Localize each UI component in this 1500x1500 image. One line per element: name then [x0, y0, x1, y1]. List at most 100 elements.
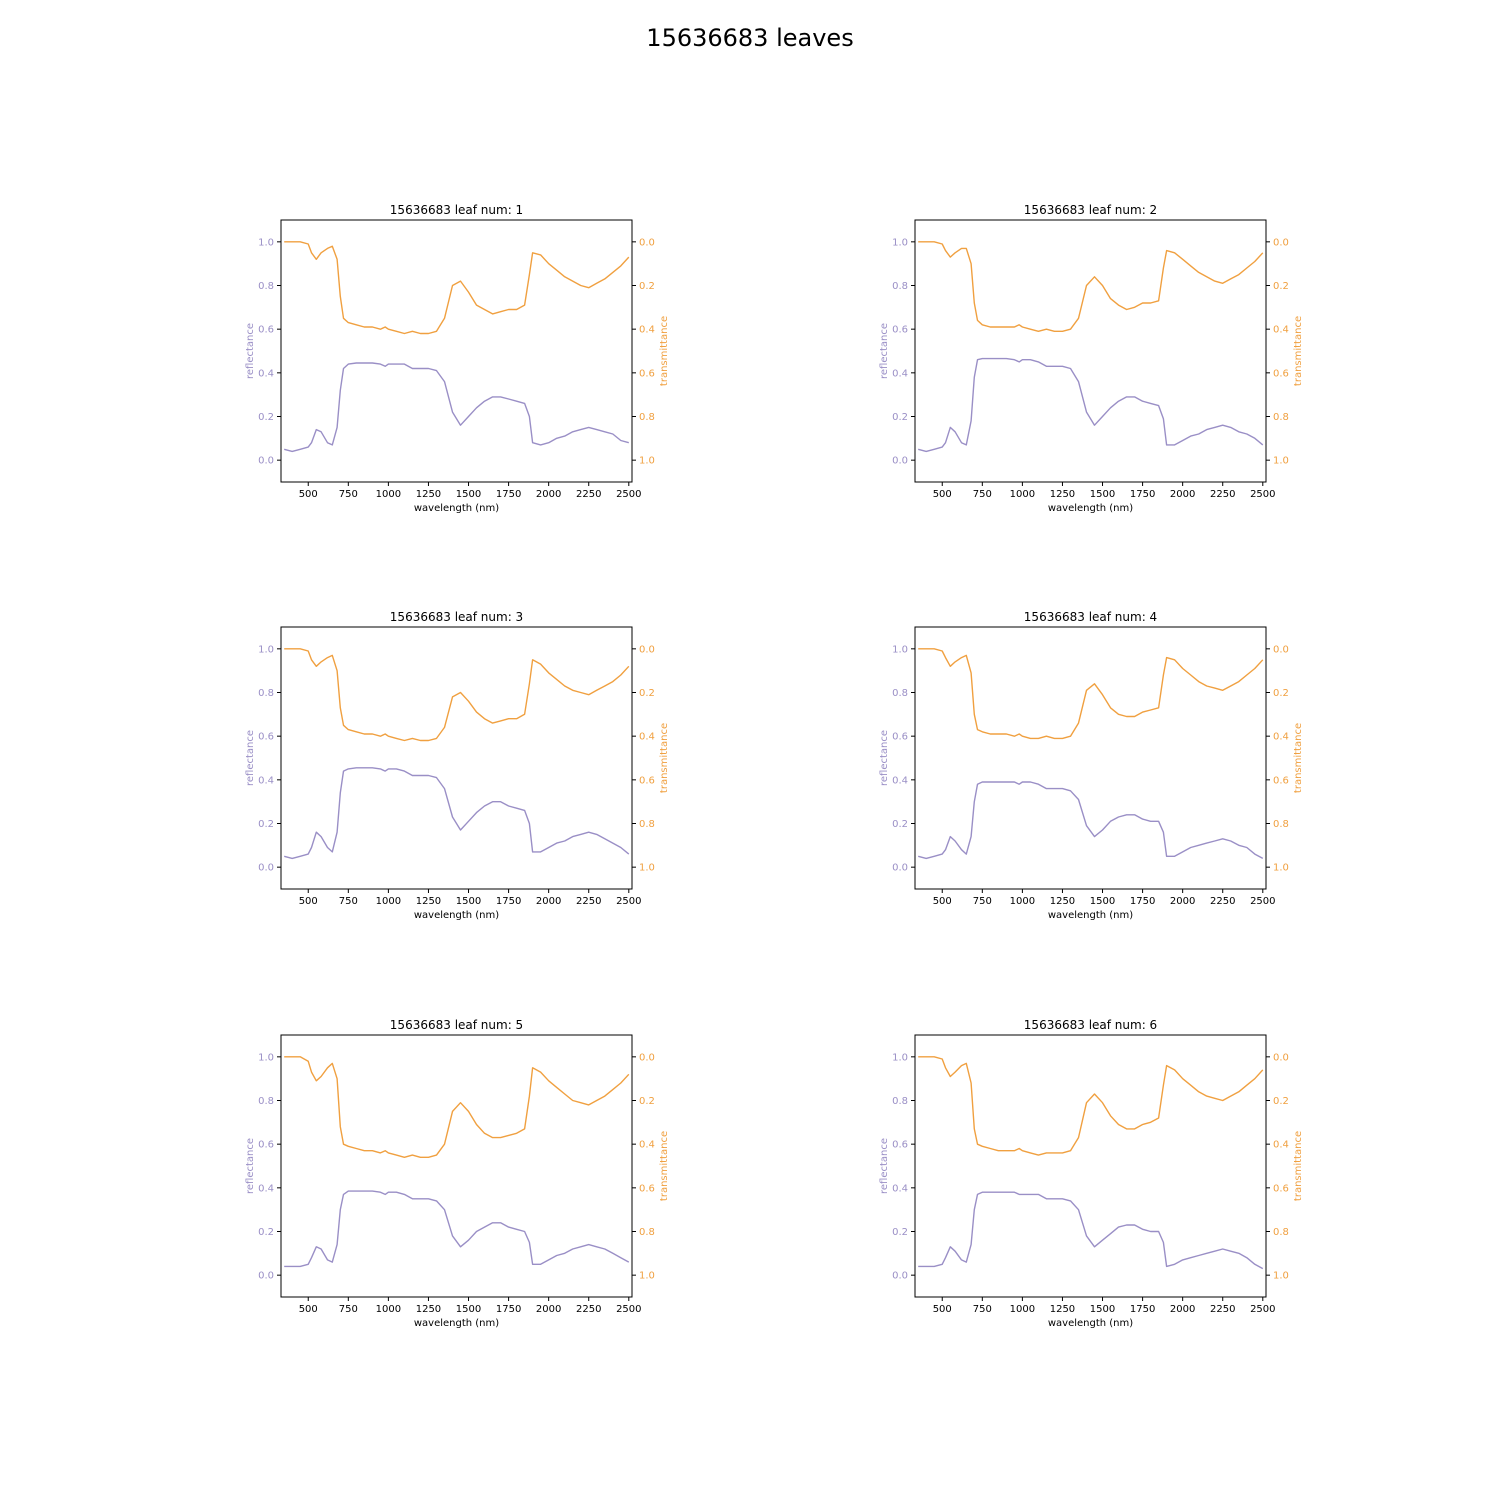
y-tick-label: 0.4	[258, 775, 274, 786]
plot-frame	[280, 626, 633, 890]
x-tick-label: 2000	[536, 489, 561, 500]
y-tick-label: 0.8	[892, 688, 908, 699]
y-tick-label: 0.8	[892, 1096, 908, 1107]
x-tick-label: 2000	[1170, 896, 1195, 907]
x-tick-label: 750	[973, 896, 992, 907]
y2-tick-label: 0.4	[639, 325, 655, 336]
x-tick-label: 2500	[616, 1304, 641, 1315]
x-tick-label: 1250	[416, 489, 441, 500]
x-tick-label: 2000	[536, 1304, 561, 1315]
figure-title: 15636683 leaves	[646, 24, 854, 52]
y-tick-label: 0.2	[892, 819, 908, 830]
x-tick-label: 2000	[536, 896, 561, 907]
y-tick-label: 0.6	[258, 1140, 274, 1151]
y2-axis-label: transmittance	[659, 723, 670, 793]
chart-panel-3: 15636683 leaf num: 3 500 750 1000 1250 1500 17…	[245, 610, 670, 921]
y2-tick-label: 0.8	[1273, 819, 1289, 830]
x-tick-label: 1500	[456, 896, 481, 907]
y2-tick-label: 0.2	[1273, 281, 1289, 292]
x-tick-label: 1000	[1010, 1304, 1035, 1315]
y2-tick-label: 0.2	[639, 281, 655, 292]
y-tick-label: 0.6	[258, 325, 274, 336]
y2-tick-label: 0.6	[1273, 368, 1289, 379]
x-tick-label: 1250	[1050, 896, 1075, 907]
y2-tick-label: 0.0	[639, 1052, 655, 1063]
panel-title: 15636683 leaf num: 6	[1024, 1018, 1157, 1032]
y2-tick-label: 0.6	[1273, 775, 1289, 786]
plot-frame	[280, 219, 633, 483]
plot-frame	[914, 626, 1267, 890]
x-tick-label: 1250	[416, 1304, 441, 1315]
x-tick-label: 2500	[616, 896, 641, 907]
y2-tick-label: 0.4	[639, 1140, 655, 1151]
y-tick-label: 1.0	[258, 237, 274, 248]
y2-axis-label: transmittance	[1293, 723, 1304, 793]
x-tick-label: 2250	[576, 1304, 601, 1315]
x-tick-label: 1000	[1010, 489, 1035, 500]
y2-tick-label: 0.6	[639, 775, 655, 786]
x-tick-label: 500	[299, 896, 318, 907]
reflectance-series-line	[284, 1190, 630, 1268]
y-tick-label: 0.4	[258, 368, 274, 379]
y2-tick-label: 0.2	[639, 688, 655, 699]
x-tick-label: 2500	[1250, 489, 1275, 500]
y-tick-label: 0.6	[258, 732, 274, 743]
y-tick-label: 0.0	[258, 1271, 274, 1282]
transmittance-series-line	[918, 1056, 1264, 1156]
panel-title: 15636683 leaf num: 3	[390, 610, 523, 624]
y2-tick-label: 0.2	[1273, 688, 1289, 699]
x-axis-label: wavelength (nm)	[1048, 1318, 1133, 1329]
y2-tick-label: 0.4	[639, 732, 655, 743]
panel-title: 15636683 leaf num: 2	[1024, 203, 1157, 217]
panel-title: 15636683 leaf num: 5	[390, 1018, 523, 1032]
reflectance-series-line	[918, 781, 1264, 860]
y-tick-label: 0.0	[892, 863, 908, 874]
y2-tick-label: 0.6	[639, 368, 655, 379]
chart-panel-1: 15636683 leaf num: 1 500 750 1000 1250 1500 17…	[245, 203, 670, 514]
y-tick-label: 1.0	[892, 1052, 908, 1063]
chart-panel-4: 15636683 leaf num: 4 500 750 1000 1250 1500 17…	[879, 610, 1304, 921]
y2-tick-label: 0.8	[1273, 1227, 1289, 1238]
x-tick-label: 1000	[1010, 896, 1035, 907]
y-tick-label: 0.0	[892, 456, 908, 467]
x-tick-label: 500	[299, 489, 318, 500]
x-tick-label: 2250	[1210, 896, 1235, 907]
y-tick-label: 0.2	[258, 1227, 274, 1238]
x-tick-label: 1250	[1050, 489, 1075, 500]
plot-frame	[914, 1034, 1267, 1298]
x-tick-label: 750	[973, 489, 992, 500]
reflectance-series-line	[284, 767, 630, 860]
x-tick-label: 2500	[1250, 1304, 1275, 1315]
y-axis-label: reflectance	[245, 323, 256, 379]
x-tick-label: 1000	[376, 1304, 401, 1315]
x-tick-label: 1250	[416, 896, 441, 907]
x-tick-label: 2500	[616, 489, 641, 500]
y2-tick-label: 0.0	[639, 644, 655, 655]
y2-tick-label: 1.0	[639, 456, 655, 467]
plot-frame	[280, 1034, 633, 1298]
y2-tick-label: 0.8	[639, 412, 655, 423]
y-tick-label: 1.0	[258, 644, 274, 655]
x-tick-label: 2500	[1250, 896, 1275, 907]
x-tick-label: 1250	[1050, 1304, 1075, 1315]
x-tick-label: 750	[973, 1304, 992, 1315]
x-tick-label: 500	[933, 489, 952, 500]
transmittance-series-line	[918, 648, 1264, 740]
y-axis-label: reflectance	[245, 730, 256, 786]
x-tick-label: 750	[339, 896, 358, 907]
transmittance-series-line	[284, 241, 630, 335]
y-tick-label: 0.8	[258, 688, 274, 699]
transmittance-series-line	[918, 241, 1264, 332]
y-tick-label: 1.0	[892, 237, 908, 248]
y-tick-label: 0.4	[892, 368, 908, 379]
y-tick-label: 0.4	[892, 1183, 908, 1194]
y-tick-label: 1.0	[258, 1052, 274, 1063]
y-tick-label: 0.0	[258, 456, 274, 467]
x-tick-label: 1500	[1090, 1304, 1115, 1315]
y2-tick-label: 0.6	[639, 1183, 655, 1194]
y-tick-label: 0.4	[258, 1183, 274, 1194]
y-axis-label: reflectance	[879, 323, 890, 379]
x-tick-label: 2250	[576, 489, 601, 500]
y2-tick-label: 0.8	[639, 819, 655, 830]
x-axis-label: wavelength (nm)	[414, 503, 499, 514]
